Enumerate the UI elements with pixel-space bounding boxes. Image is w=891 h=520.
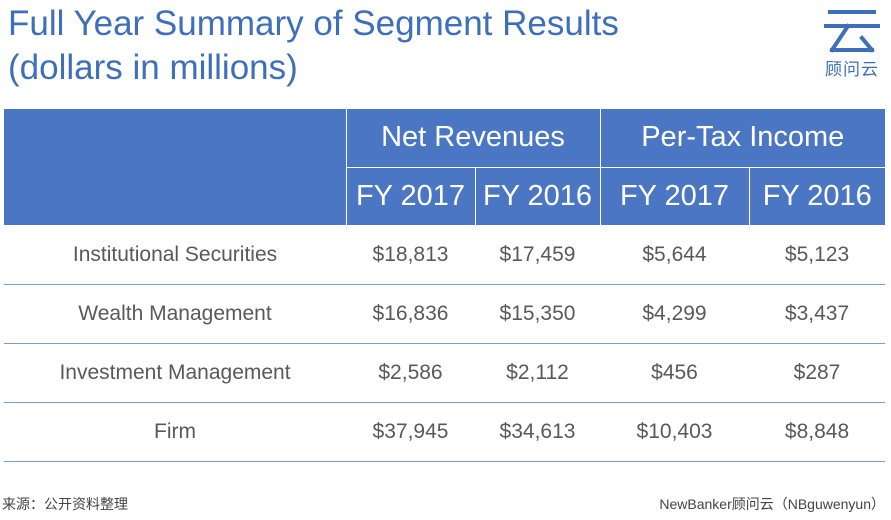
logo-text: 顾问云	[825, 60, 879, 79]
segment-column-header	[4, 109, 347, 226]
table-cell: $37,945	[346, 402, 475, 462]
credit-note: NewBanker顾问云（NBguwenyun）	[659, 496, 885, 512]
table-row: Investment Management $2,586 $2,112 $456…	[4, 343, 886, 403]
title-line-2: (dollars in millions)	[8, 48, 298, 87]
table-cell: $8,848	[749, 402, 886, 462]
table-cell: $10,403	[600, 402, 749, 462]
table-cell: $17,459	[475, 225, 600, 285]
year-header: FY 2017	[600, 167, 750, 226]
table-cell: $456	[600, 343, 749, 403]
table-row: Wealth Management $16,836 $15,350 $4,299…	[4, 284, 886, 344]
cloud-glyph-icon	[824, 10, 880, 53]
table-cell: $5,123	[749, 225, 886, 285]
segment-name: Firm	[4, 402, 346, 462]
source-note: 来源：公开资料整理	[2, 496, 128, 512]
segment-name: Investment Management	[4, 343, 346, 403]
title-line-1: Full Year Summary of Segment Results	[8, 4, 619, 43]
table-cell: $3,437	[749, 284, 886, 344]
net-revenues-header: Net Revenues	[346, 109, 601, 168]
segment-name: Wealth Management	[4, 284, 346, 344]
table-cell: $2,112	[475, 343, 600, 403]
table-cell: $287	[749, 343, 886, 403]
table-cell: $2,586	[346, 343, 475, 403]
table-cell: $16,836	[346, 284, 475, 344]
pre-tax-income-header: Per-Tax Income	[600, 109, 886, 168]
table-cell: $4,299	[600, 284, 749, 344]
year-header: FY 2016	[749, 167, 886, 226]
year-header: FY 2017	[346, 167, 476, 226]
table-cell: $34,613	[475, 402, 600, 462]
page-title: Full Year Summary of Segment Results (do…	[8, 2, 768, 90]
segment-results-table: Net Revenues Per-Tax Income FY 2017 FY 2…	[4, 109, 886, 462]
year-header: FY 2016	[475, 167, 601, 226]
table-cell: $18,813	[346, 225, 475, 285]
table-cell: $5,644	[600, 225, 749, 285]
table-row: Institutional Securities $18,813 $17,459…	[4, 225, 886, 285]
segment-name: Institutional Securities	[4, 225, 346, 285]
table-row: Firm $37,945 $34,613 $10,403 $8,848	[4, 402, 886, 462]
brand-logo: 顾问云	[822, 8, 882, 82]
table-cell: $15,350	[475, 284, 600, 344]
